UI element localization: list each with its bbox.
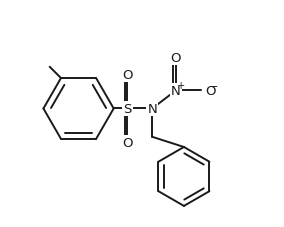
Text: −: − (209, 82, 218, 92)
Text: O: O (171, 52, 181, 65)
Text: O: O (205, 84, 216, 97)
Text: +: + (177, 81, 185, 91)
Text: O: O (122, 136, 133, 149)
Text: O: O (122, 69, 133, 82)
Text: N: N (171, 84, 181, 97)
Text: S: S (123, 103, 131, 116)
Text: N: N (147, 103, 157, 116)
